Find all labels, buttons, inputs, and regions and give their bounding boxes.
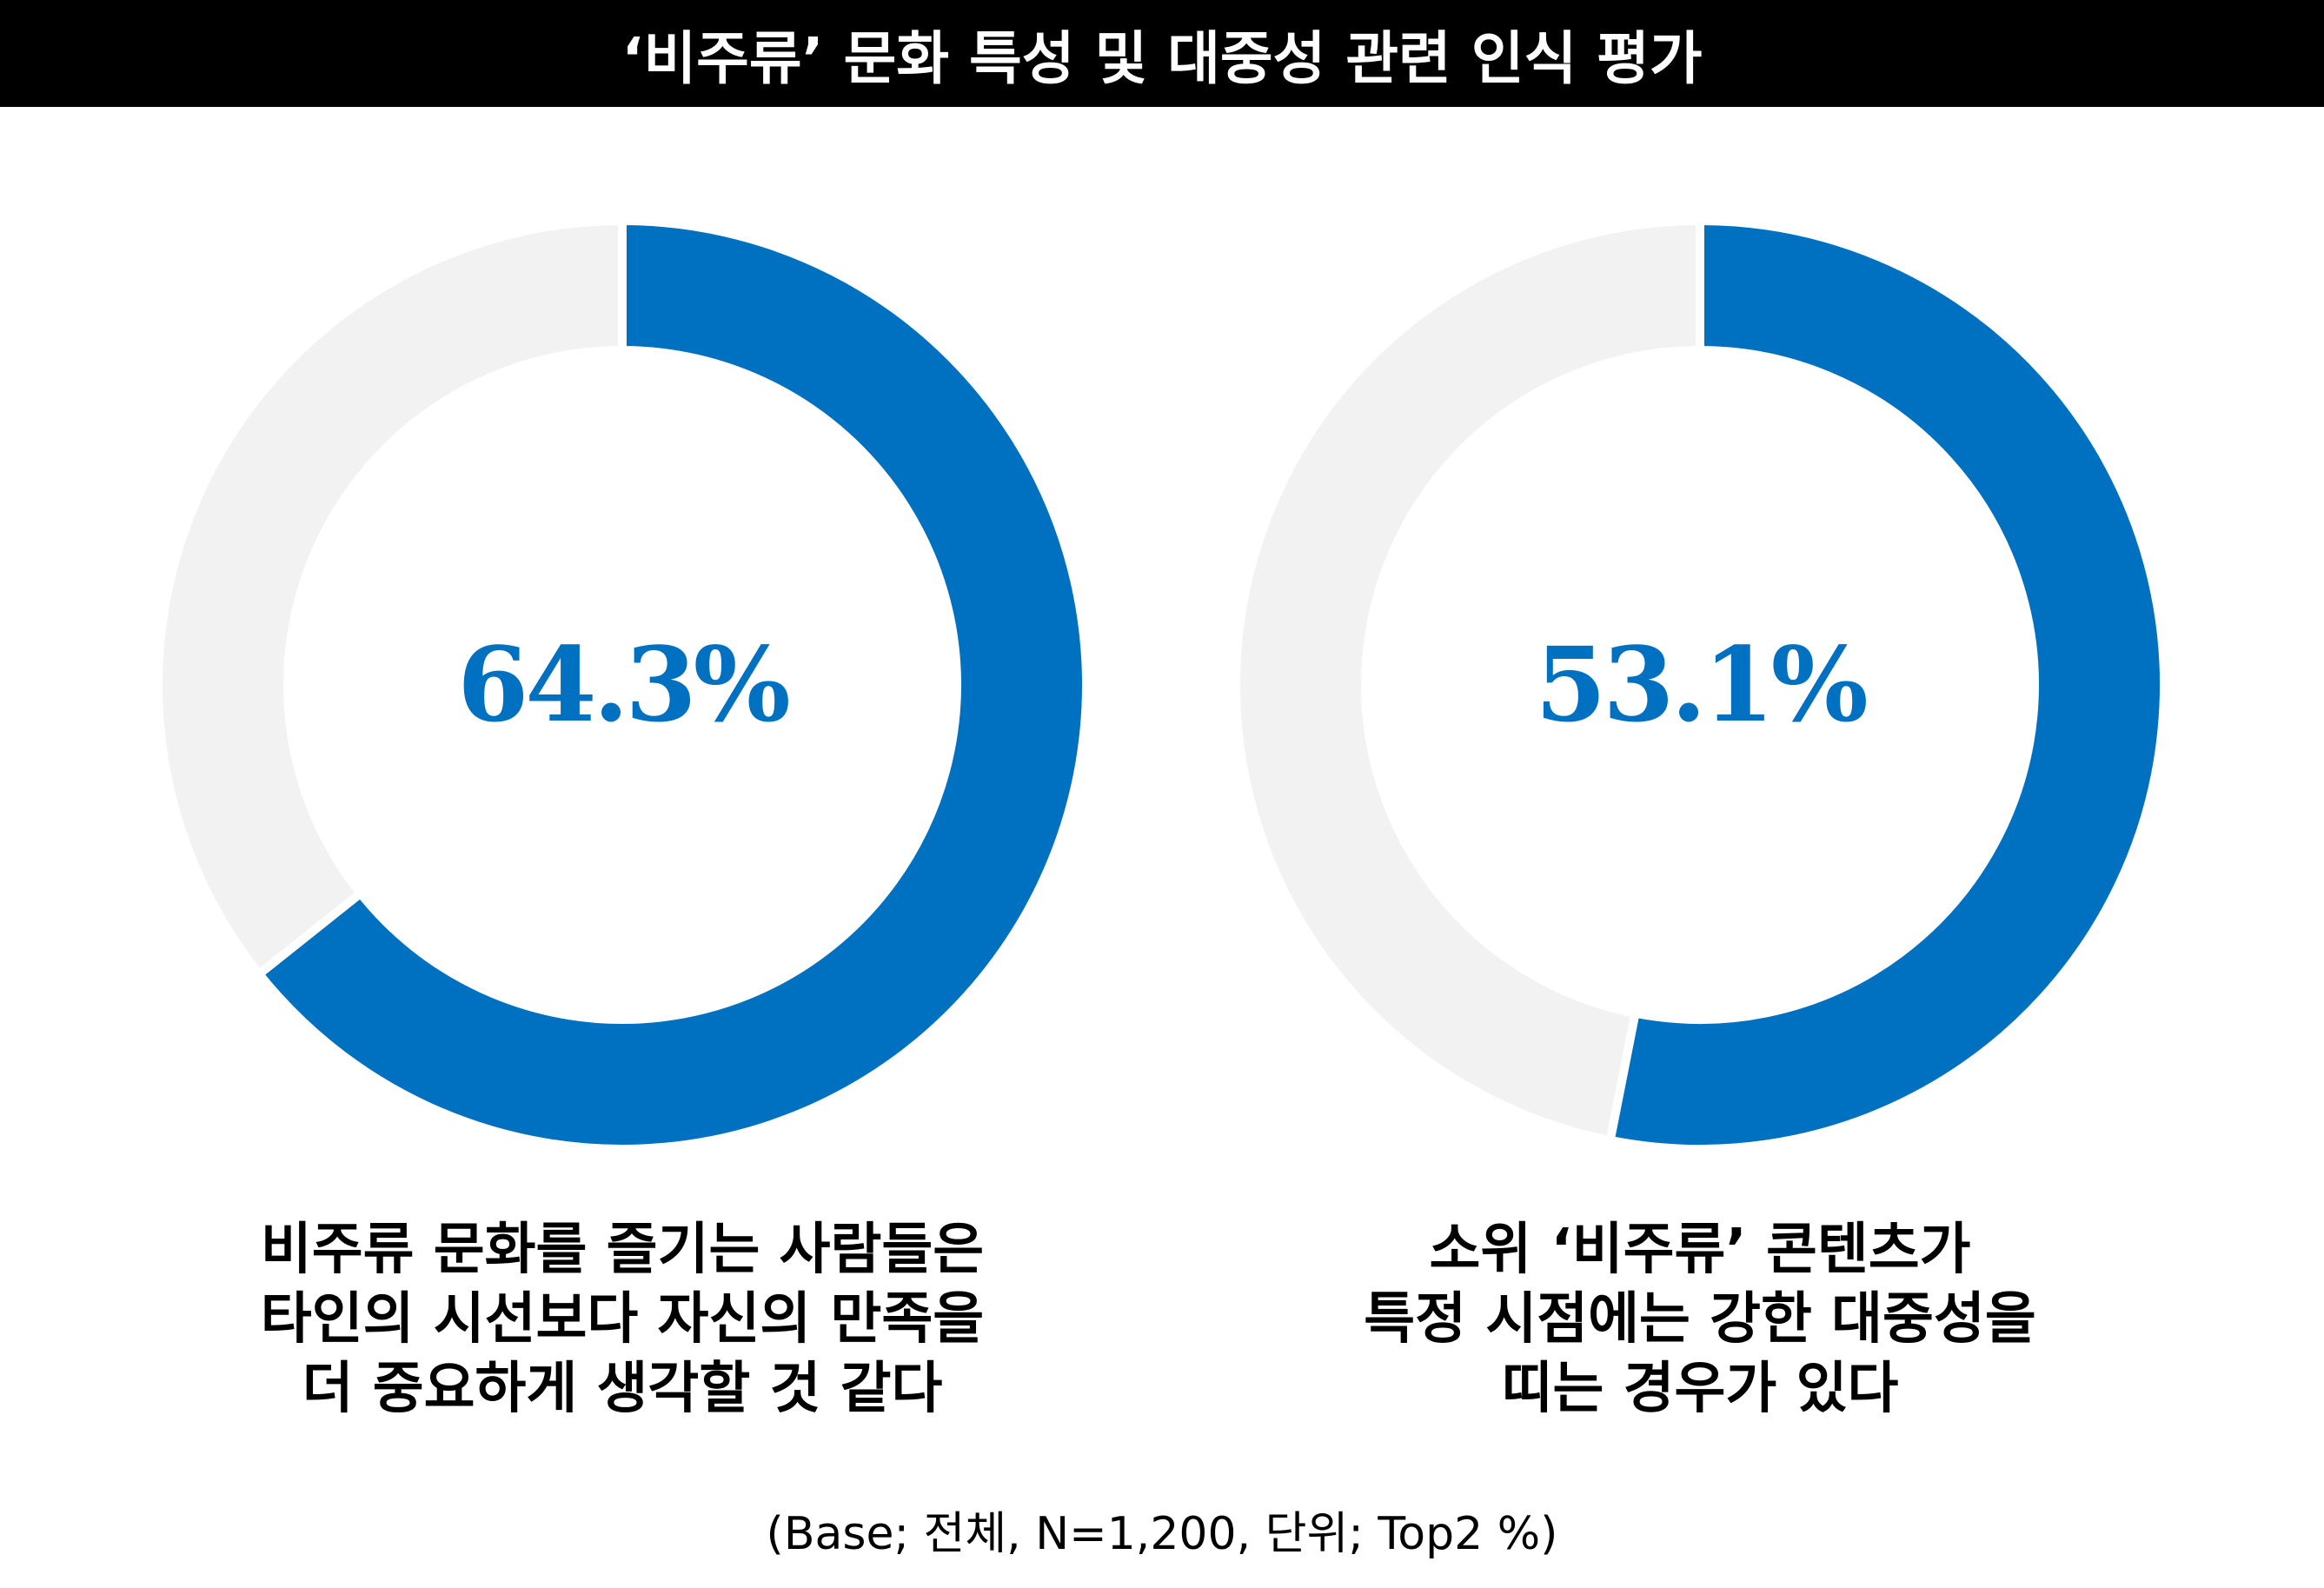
donut-1-remainder-slice [154, 216, 627, 980]
caption-line: 더 중요하게 생각할 것 같다 [302, 1357, 943, 1421]
donut-2-value-label: 53.1% [1535, 624, 1869, 745]
donut-2-remainder-slice [1232, 216, 1704, 1146]
caption-line: 타인의 시선보다 자신의 만족을 [260, 1287, 985, 1352]
caption-line: 특정 시점에는 강한 대중성을 [1364, 1287, 2036, 1352]
donut-2-caption: 소위 ‘비주류’ 콘텐츠가 특정 시점에는 강한 대중성을 띠는 경우가 있다 [1222, 1215, 2178, 1424]
caption-line: 띠는 경우가 있다 [1501, 1357, 1899, 1421]
donut-1-caption: 비주류 문화를 즐기는 사람들은 타인의 시선보다 자신의 만족을 더 중요하게… [144, 1215, 1100, 1424]
footnote: (Base; 전체, N=1,200, 단위; Top2 %) [766, 1508, 1558, 1560]
donut-2-highlight-slice [1604, 216, 2168, 1153]
caption-line: 비주류 문화를 즐기는 사람들은 [260, 1218, 985, 1282]
caption-line: 소위 ‘비주류’ 콘텐츠가 [1429, 1218, 1971, 1282]
chart-title: ‘비주류’ 문화 특성 및 대중성 관련 인식 평가 [0, 0, 2324, 107]
donut-1-highlight-slice [253, 216, 1091, 1153]
donut-1-value-label: 64.3% [457, 624, 791, 745]
